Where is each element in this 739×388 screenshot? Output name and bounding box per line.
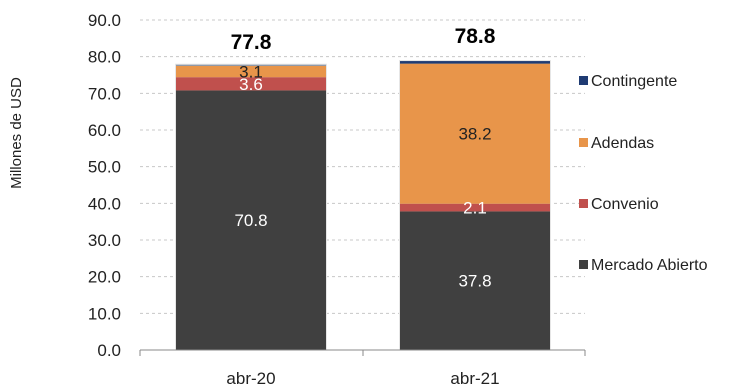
y-axis-title: Millones de USD xyxy=(8,77,25,189)
data-label: 38.2 xyxy=(458,125,491,144)
total-label: 78.8 xyxy=(455,25,496,48)
x-axis: abr-20 abr-21 xyxy=(139,349,586,388)
y-tick-label: 40.0 xyxy=(88,194,121,213)
bar-segment-contingente xyxy=(176,64,326,66)
bar-segment-adendas xyxy=(400,63,550,204)
y-axis-ticks: 0.0 10.0 20.0 30.0 40.0 50.0 60.0 70.0 80.0 90.0 xyxy=(88,11,121,360)
y-tick-label: 20.0 xyxy=(88,268,121,287)
y-tick-label: 90.0 xyxy=(88,11,121,30)
y-tick-label: 0.0 xyxy=(97,341,121,360)
y-tick-label: 50.0 xyxy=(88,158,121,177)
bar-segment-convenio xyxy=(176,77,326,91)
legend-label: Convenio xyxy=(591,196,659,213)
data-label: 70.8 xyxy=(234,211,267,230)
y-tick-label: 10.0 xyxy=(88,304,121,323)
legend-swatch xyxy=(579,76,588,85)
legend-label: Contingente xyxy=(591,73,677,90)
legend-swatch xyxy=(579,138,588,147)
data-label: 3.1 xyxy=(239,63,263,82)
y-tick-label: 30.0 xyxy=(88,231,121,250)
legend-swatch xyxy=(579,260,588,269)
data-label: 37.8 xyxy=(458,272,491,291)
y-tick-label: 60.0 xyxy=(88,121,121,140)
legend: Contingente Adendas Convenio Mercado Abiert… xyxy=(579,73,708,274)
data-label: 3.6 xyxy=(239,75,263,94)
x-tick-label: abr-21 xyxy=(450,369,499,388)
data-label: 2.1 xyxy=(463,199,487,218)
legend-label: Adendas xyxy=(591,135,654,152)
y-tick-label: 80.0 xyxy=(88,48,121,67)
bar-segment-mercado-abierto xyxy=(400,211,550,350)
total-label: 77.8 xyxy=(231,31,272,54)
x-tick-label: abr-20 xyxy=(226,369,275,388)
y-tick-label: 70.0 xyxy=(88,84,121,103)
legend-label: Mercado Abierto xyxy=(591,257,708,274)
segment-labels: 70.8 3.63.1 37.8 2.1 38.2 xyxy=(234,63,491,291)
bars xyxy=(175,60,551,351)
bar-segment-mercado-abierto xyxy=(176,90,326,351)
bar-segment-adendas xyxy=(176,65,326,78)
total-labels: 77.8 78.8 xyxy=(231,25,496,54)
legend-swatch xyxy=(579,199,588,208)
bar-segment-convenio xyxy=(400,203,550,212)
bar-segment-contingente xyxy=(400,61,550,64)
